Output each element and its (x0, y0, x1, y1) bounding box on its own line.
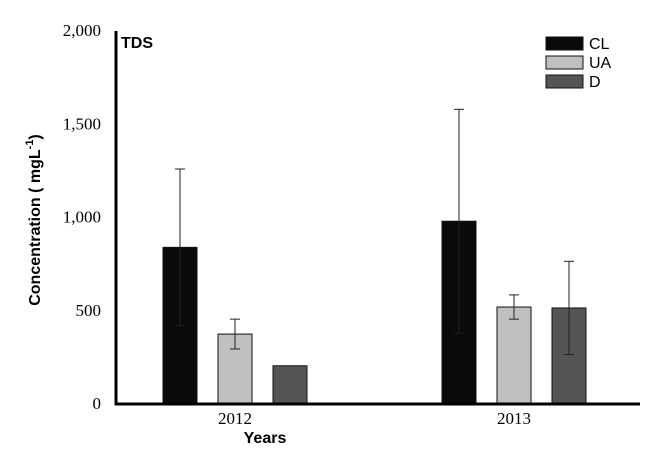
y-tick-label: 0 (93, 394, 102, 413)
x-tick-label: 2013 (497, 409, 531, 428)
x-tick-label: 2012 (218, 409, 252, 428)
legend-swatch-d (545, 74, 584, 89)
y-axis-title-main: Concentration ( mgL (27, 149, 44, 306)
x-axis-title: Years (244, 430, 287, 447)
x-tick-labels: 2012 2013 (218, 409, 531, 428)
error-bar-ua-2012 (230, 318, 240, 350)
y-axis-title-superscript: -1 (24, 140, 36, 150)
panel-label: TDS (121, 35, 153, 52)
error-bar-cl-2012 (175, 168, 185, 327)
y-axis-title-suffix: ) (27, 134, 44, 139)
legend-label-ua: UA (589, 55, 612, 72)
legend-label-d: D (589, 74, 601, 91)
bar-ua-2013 (496, 306, 532, 405)
y-tick-label: 2,000 (63, 21, 101, 40)
y-tick-label: 1,500 (63, 114, 101, 133)
error-bars-layer (175, 108, 574, 356)
bar-d-2013 (551, 307, 587, 405)
bar-d-2012 (272, 365, 308, 405)
y-tick-labels: 0 500 1,000 1,500 2,000 (63, 21, 101, 413)
legend: CL UA D (545, 36, 612, 91)
legend-swatch-ua (545, 55, 584, 70)
y-tick-label: 500 (76, 301, 102, 320)
bars-layer (162, 220, 587, 405)
error-bar-ua-2013 (509, 294, 519, 320)
y-axis-title: Concentration ( mgL-1) (24, 134, 44, 306)
error-bar-d-2013 (564, 260, 574, 356)
y-tick-label: 1,000 (63, 208, 101, 227)
error-bar-cl-2013 (454, 108, 464, 334)
legend-swatch-cl (545, 36, 584, 51)
legend-label-cl: CL (589, 36, 610, 53)
